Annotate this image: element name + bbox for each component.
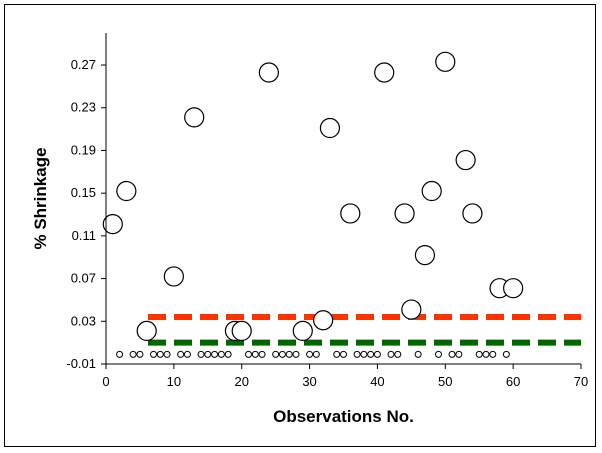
- data-point-small: [136, 350, 144, 358]
- data-point: [414, 244, 436, 266]
- data-point-small: [312, 350, 320, 358]
- data-point-small: [455, 350, 463, 358]
- data-point-small: [245, 350, 252, 358]
- data-point-small: [340, 350, 347, 358]
- data-point-small: [489, 350, 497, 358]
- data-point-small: [353, 350, 361, 358]
- data-point-small: [360, 350, 368, 358]
- x-tick-label: 20: [234, 374, 248, 389]
- y-tick-label: 0.07: [71, 271, 96, 286]
- y-axis-title: % Shrinkage: [31, 147, 50, 249]
- data-points: [102, 51, 524, 358]
- data-point-small: [150, 350, 157, 358]
- data-point-small: [177, 350, 185, 358]
- data-point: [163, 266, 184, 287]
- data-point-small: [211, 350, 219, 358]
- data-point: [116, 180, 137, 202]
- data-point-small: [285, 350, 293, 358]
- data-point: [292, 320, 313, 341]
- x-tick-label: 40: [370, 374, 384, 389]
- data-point-small: [224, 350, 232, 358]
- data-point: [184, 107, 205, 128]
- data-point-small: [475, 350, 483, 358]
- x-axis-ticks: 0 10 20 30 40 50 60 70: [102, 364, 588, 389]
- data-point-small: [278, 350, 286, 358]
- data-point-small: [163, 350, 171, 358]
- data-point-small: [482, 350, 490, 358]
- data-point-small: [394, 350, 402, 358]
- x-axis-title: Observations No.: [273, 407, 414, 426]
- data-point: [319, 117, 341, 139]
- x-tick-label: 50: [438, 374, 452, 389]
- data-point-small: [435, 350, 442, 358]
- data-point: [231, 320, 252, 341]
- x-tick-label: 60: [506, 374, 520, 389]
- data-point: [462, 203, 483, 224]
- data-point-small: [217, 350, 225, 358]
- data-point-small: [183, 350, 191, 358]
- y-tick-label: 0.03: [71, 313, 96, 328]
- y-tick-label: 0.11: [72, 228, 96, 243]
- data-point-small: [258, 350, 266, 358]
- data-point: [435, 51, 456, 72]
- x-tick-label: 10: [167, 374, 181, 389]
- data-point: [340, 203, 361, 224]
- y-tick-label: -0.01: [66, 356, 96, 371]
- chart-frame: [4, 4, 596, 447]
- data-point-small: [197, 350, 205, 358]
- data-point: [421, 180, 442, 202]
- data-point-small: [414, 350, 422, 358]
- data-point-small: [129, 350, 137, 358]
- x-tick-label: 0: [102, 374, 109, 389]
- y-tick-label: 0.23: [71, 100, 96, 115]
- data-point-small: [292, 350, 300, 358]
- data-point-small: [387, 350, 395, 358]
- data-point-small: [116, 350, 124, 358]
- data-point-small: [204, 350, 212, 358]
- data-point-small: [367, 350, 375, 358]
- data-point: [136, 320, 157, 341]
- data-point: [401, 299, 422, 320]
- data-point: [374, 62, 395, 83]
- x-tick-label: 30: [302, 374, 316, 389]
- y-tick-label: 0.27: [71, 57, 96, 72]
- data-point-small: [272, 350, 280, 358]
- data-point: [455, 149, 476, 171]
- data-point-small: [306, 350, 314, 358]
- data-point: [258, 62, 279, 83]
- data-point-small: [373, 350, 381, 358]
- data-point: [503, 278, 524, 299]
- data-point: [313, 310, 334, 331]
- data-point-small: [333, 350, 341, 358]
- data-point-small: [156, 350, 164, 358]
- reference-lines: [148, 314, 581, 346]
- data-point: [394, 203, 415, 224]
- data-point-small: [448, 350, 456, 358]
- y-tick-label: 0.19: [71, 142, 96, 157]
- y-axis-ticks: -0.01 0.03 0.07 0.11 0.15 0.19 0.23 0.27: [66, 57, 106, 371]
- data-point: [102, 214, 123, 235]
- x-tick-label: 70: [574, 374, 588, 389]
- data-point-small: [251, 350, 259, 358]
- data-point-small: [502, 350, 510, 358]
- y-tick-label: 0.15: [71, 185, 96, 200]
